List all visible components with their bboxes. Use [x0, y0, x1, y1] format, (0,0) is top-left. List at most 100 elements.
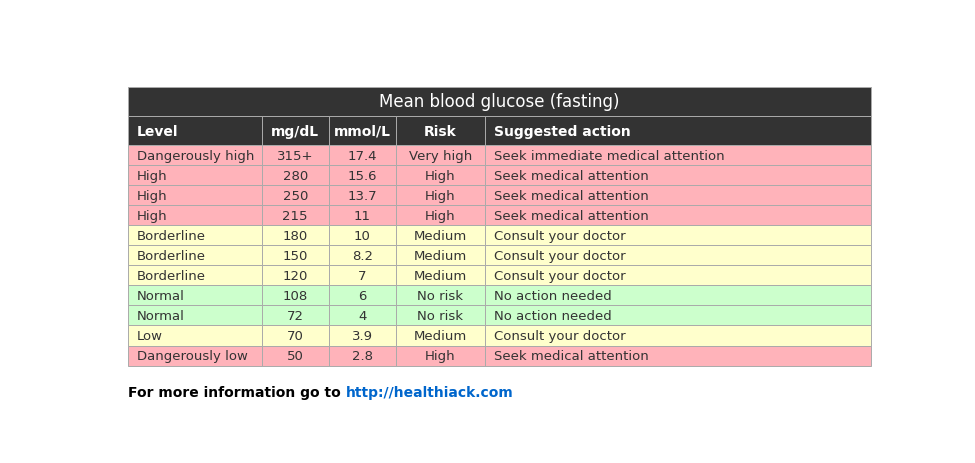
Bar: [485, 117, 872, 146]
Text: Risk: Risk: [424, 125, 456, 138]
Text: 250: 250: [283, 189, 308, 202]
Text: 315+: 315+: [277, 150, 314, 163]
Text: 70: 70: [287, 329, 303, 342]
Bar: [329, 166, 396, 186]
Text: 6: 6: [358, 289, 367, 302]
Bar: [128, 146, 261, 166]
Bar: [329, 146, 396, 166]
Text: Medium: Medium: [413, 329, 467, 342]
Text: 150: 150: [283, 250, 308, 263]
Bar: [485, 186, 872, 206]
Bar: [128, 186, 261, 206]
Bar: [485, 326, 872, 346]
Bar: [329, 246, 396, 266]
Bar: [261, 306, 329, 326]
Bar: [261, 186, 329, 206]
Text: 180: 180: [283, 230, 308, 243]
Bar: [485, 266, 872, 286]
Text: 3.9: 3.9: [352, 329, 372, 342]
Text: Dangerously low: Dangerously low: [136, 349, 248, 362]
Text: Seek immediate medical attention: Seek immediate medical attention: [494, 150, 724, 163]
Bar: [396, 226, 485, 246]
Text: 50: 50: [287, 349, 303, 362]
Bar: [485, 146, 872, 166]
Bar: [128, 246, 261, 266]
Text: 11: 11: [354, 209, 370, 223]
Bar: [329, 186, 396, 206]
Text: For more information go to: For more information go to: [128, 386, 345, 400]
Bar: [128, 326, 261, 346]
Text: High: High: [136, 169, 168, 182]
Text: High: High: [425, 169, 455, 182]
Bar: [396, 206, 485, 226]
Text: 2.8: 2.8: [352, 349, 372, 362]
Text: High: High: [136, 209, 168, 223]
Text: No risk: No risk: [417, 289, 463, 302]
Bar: [261, 226, 329, 246]
Text: Mean blood glucose (fasting): Mean blood glucose (fasting): [379, 93, 620, 111]
Bar: [396, 166, 485, 186]
Bar: [261, 266, 329, 286]
Bar: [261, 206, 329, 226]
Text: No action needed: No action needed: [494, 309, 611, 322]
Bar: [261, 346, 329, 366]
Bar: [261, 117, 329, 146]
Text: Medium: Medium: [413, 250, 467, 263]
Text: No risk: No risk: [417, 309, 463, 322]
Text: mmol/L: mmol/L: [333, 125, 391, 138]
Text: High: High: [425, 189, 455, 202]
Bar: [261, 246, 329, 266]
Text: High: High: [425, 349, 455, 362]
Bar: [261, 166, 329, 186]
Text: No action needed: No action needed: [494, 289, 611, 302]
Bar: [128, 206, 261, 226]
Text: Normal: Normal: [136, 289, 185, 302]
Text: High: High: [136, 189, 168, 202]
Bar: [485, 206, 872, 226]
Text: Consult your doctor: Consult your doctor: [494, 329, 626, 342]
Text: 215: 215: [283, 209, 308, 223]
Bar: [128, 286, 261, 306]
Text: Normal: Normal: [136, 309, 185, 322]
Bar: [329, 206, 396, 226]
Bar: [329, 117, 396, 146]
Bar: [261, 286, 329, 306]
Bar: [396, 306, 485, 326]
Text: Seek medical attention: Seek medical attention: [494, 169, 648, 182]
Text: Dangerously high: Dangerously high: [136, 150, 254, 163]
Bar: [128, 166, 261, 186]
Bar: [485, 226, 872, 246]
Bar: [396, 246, 485, 266]
Bar: [329, 266, 396, 286]
Bar: [485, 306, 872, 326]
Text: Consult your doctor: Consult your doctor: [494, 230, 626, 243]
Text: 10: 10: [354, 230, 370, 243]
Bar: [329, 226, 396, 246]
Text: High: High: [425, 209, 455, 223]
Text: mg/dL: mg/dL: [271, 125, 319, 138]
Text: 17.4: 17.4: [347, 150, 377, 163]
Text: 8.2: 8.2: [352, 250, 372, 263]
Text: 280: 280: [283, 169, 308, 182]
Bar: [485, 346, 872, 366]
Bar: [396, 117, 485, 146]
Bar: [329, 306, 396, 326]
Bar: [128, 306, 261, 326]
Text: Consult your doctor: Consult your doctor: [494, 250, 626, 263]
Bar: [485, 166, 872, 186]
Text: Borderline: Borderline: [136, 230, 206, 243]
Bar: [396, 286, 485, 306]
Text: Medium: Medium: [413, 269, 467, 282]
Bar: [128, 266, 261, 286]
Bar: [128, 117, 261, 146]
Bar: [396, 346, 485, 366]
Bar: [329, 286, 396, 306]
Text: Very high: Very high: [409, 150, 472, 163]
Text: Borderline: Borderline: [136, 250, 206, 263]
Bar: [329, 346, 396, 366]
Text: Seek medical attention: Seek medical attention: [494, 209, 648, 223]
Bar: [128, 88, 872, 117]
Bar: [396, 186, 485, 206]
Text: 13.7: 13.7: [347, 189, 377, 202]
Text: Borderline: Borderline: [136, 269, 206, 282]
